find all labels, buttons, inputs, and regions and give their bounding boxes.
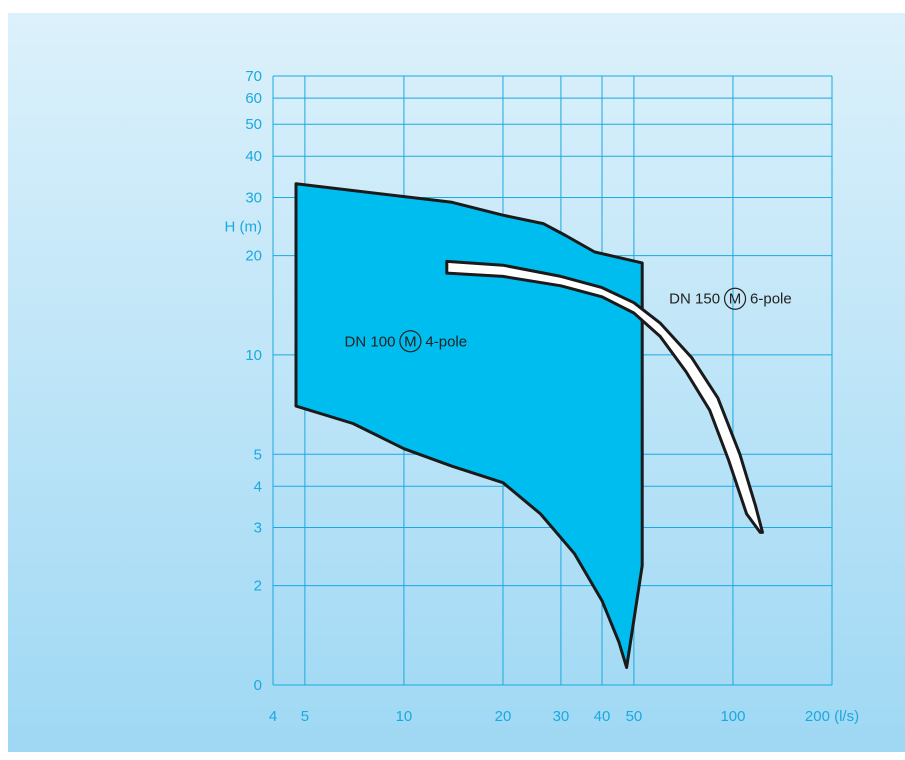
y-tick-label: 5 bbox=[254, 446, 262, 463]
dn150-band bbox=[445, 259, 764, 534]
x-tick-label: 40 bbox=[594, 708, 611, 725]
motor-symbol-letter: M bbox=[729, 291, 742, 308]
dn150-label: DN 150 M 6-pole bbox=[669, 287, 792, 310]
y-tick-label: 20 bbox=[245, 248, 262, 265]
series-label-name: DN 150 bbox=[669, 291, 720, 308]
x-tick-label: 100 bbox=[720, 708, 745, 725]
x-tick-label: 5 bbox=[301, 708, 309, 725]
series-label-poles: 6-pole bbox=[750, 291, 792, 308]
x-tick-label: 20 bbox=[495, 708, 512, 725]
x-tick-label: 50 bbox=[626, 708, 643, 725]
series-label-poles: 4-pole bbox=[425, 333, 467, 350]
y-tick-label: 30 bbox=[245, 189, 262, 206]
dn100-region bbox=[294, 182, 644, 669]
dn100-label: DN 100 M 4-pole bbox=[345, 330, 467, 353]
y-tick-label: 40 bbox=[245, 148, 262, 165]
y-tick-label: 3 bbox=[254, 520, 262, 537]
labels: 4 5 10 20 30 40 50 100 200 (l/s) 0 2 3 4 5 10 20 30 40 50 6… bbox=[225, 68, 860, 725]
y-tick-label: 50 bbox=[245, 116, 262, 133]
y-tick-label: 0 bbox=[254, 677, 262, 694]
motor-symbol-circle bbox=[399, 330, 422, 353]
y-tick-label: 60 bbox=[245, 90, 262, 107]
y-axis-label: H (m) bbox=[225, 218, 263, 235]
y-tick-label: 2 bbox=[254, 578, 262, 595]
y-tick-label: 70 bbox=[245, 68, 262, 85]
series-label-name: DN 100 bbox=[345, 333, 396, 350]
x-tick-label: 30 bbox=[553, 708, 570, 725]
y-tick-label: 4 bbox=[254, 478, 262, 495]
data-layer bbox=[294, 182, 764, 669]
x-tick-label: 4 bbox=[269, 708, 277, 725]
x-tick-label: 200 (l/s) bbox=[805, 708, 859, 725]
motor-symbol-letter: M bbox=[404, 333, 417, 350]
x-tick-label: 10 bbox=[396, 708, 413, 725]
motor-symbol-circle bbox=[723, 287, 747, 310]
y-tick-label: 10 bbox=[245, 347, 262, 364]
